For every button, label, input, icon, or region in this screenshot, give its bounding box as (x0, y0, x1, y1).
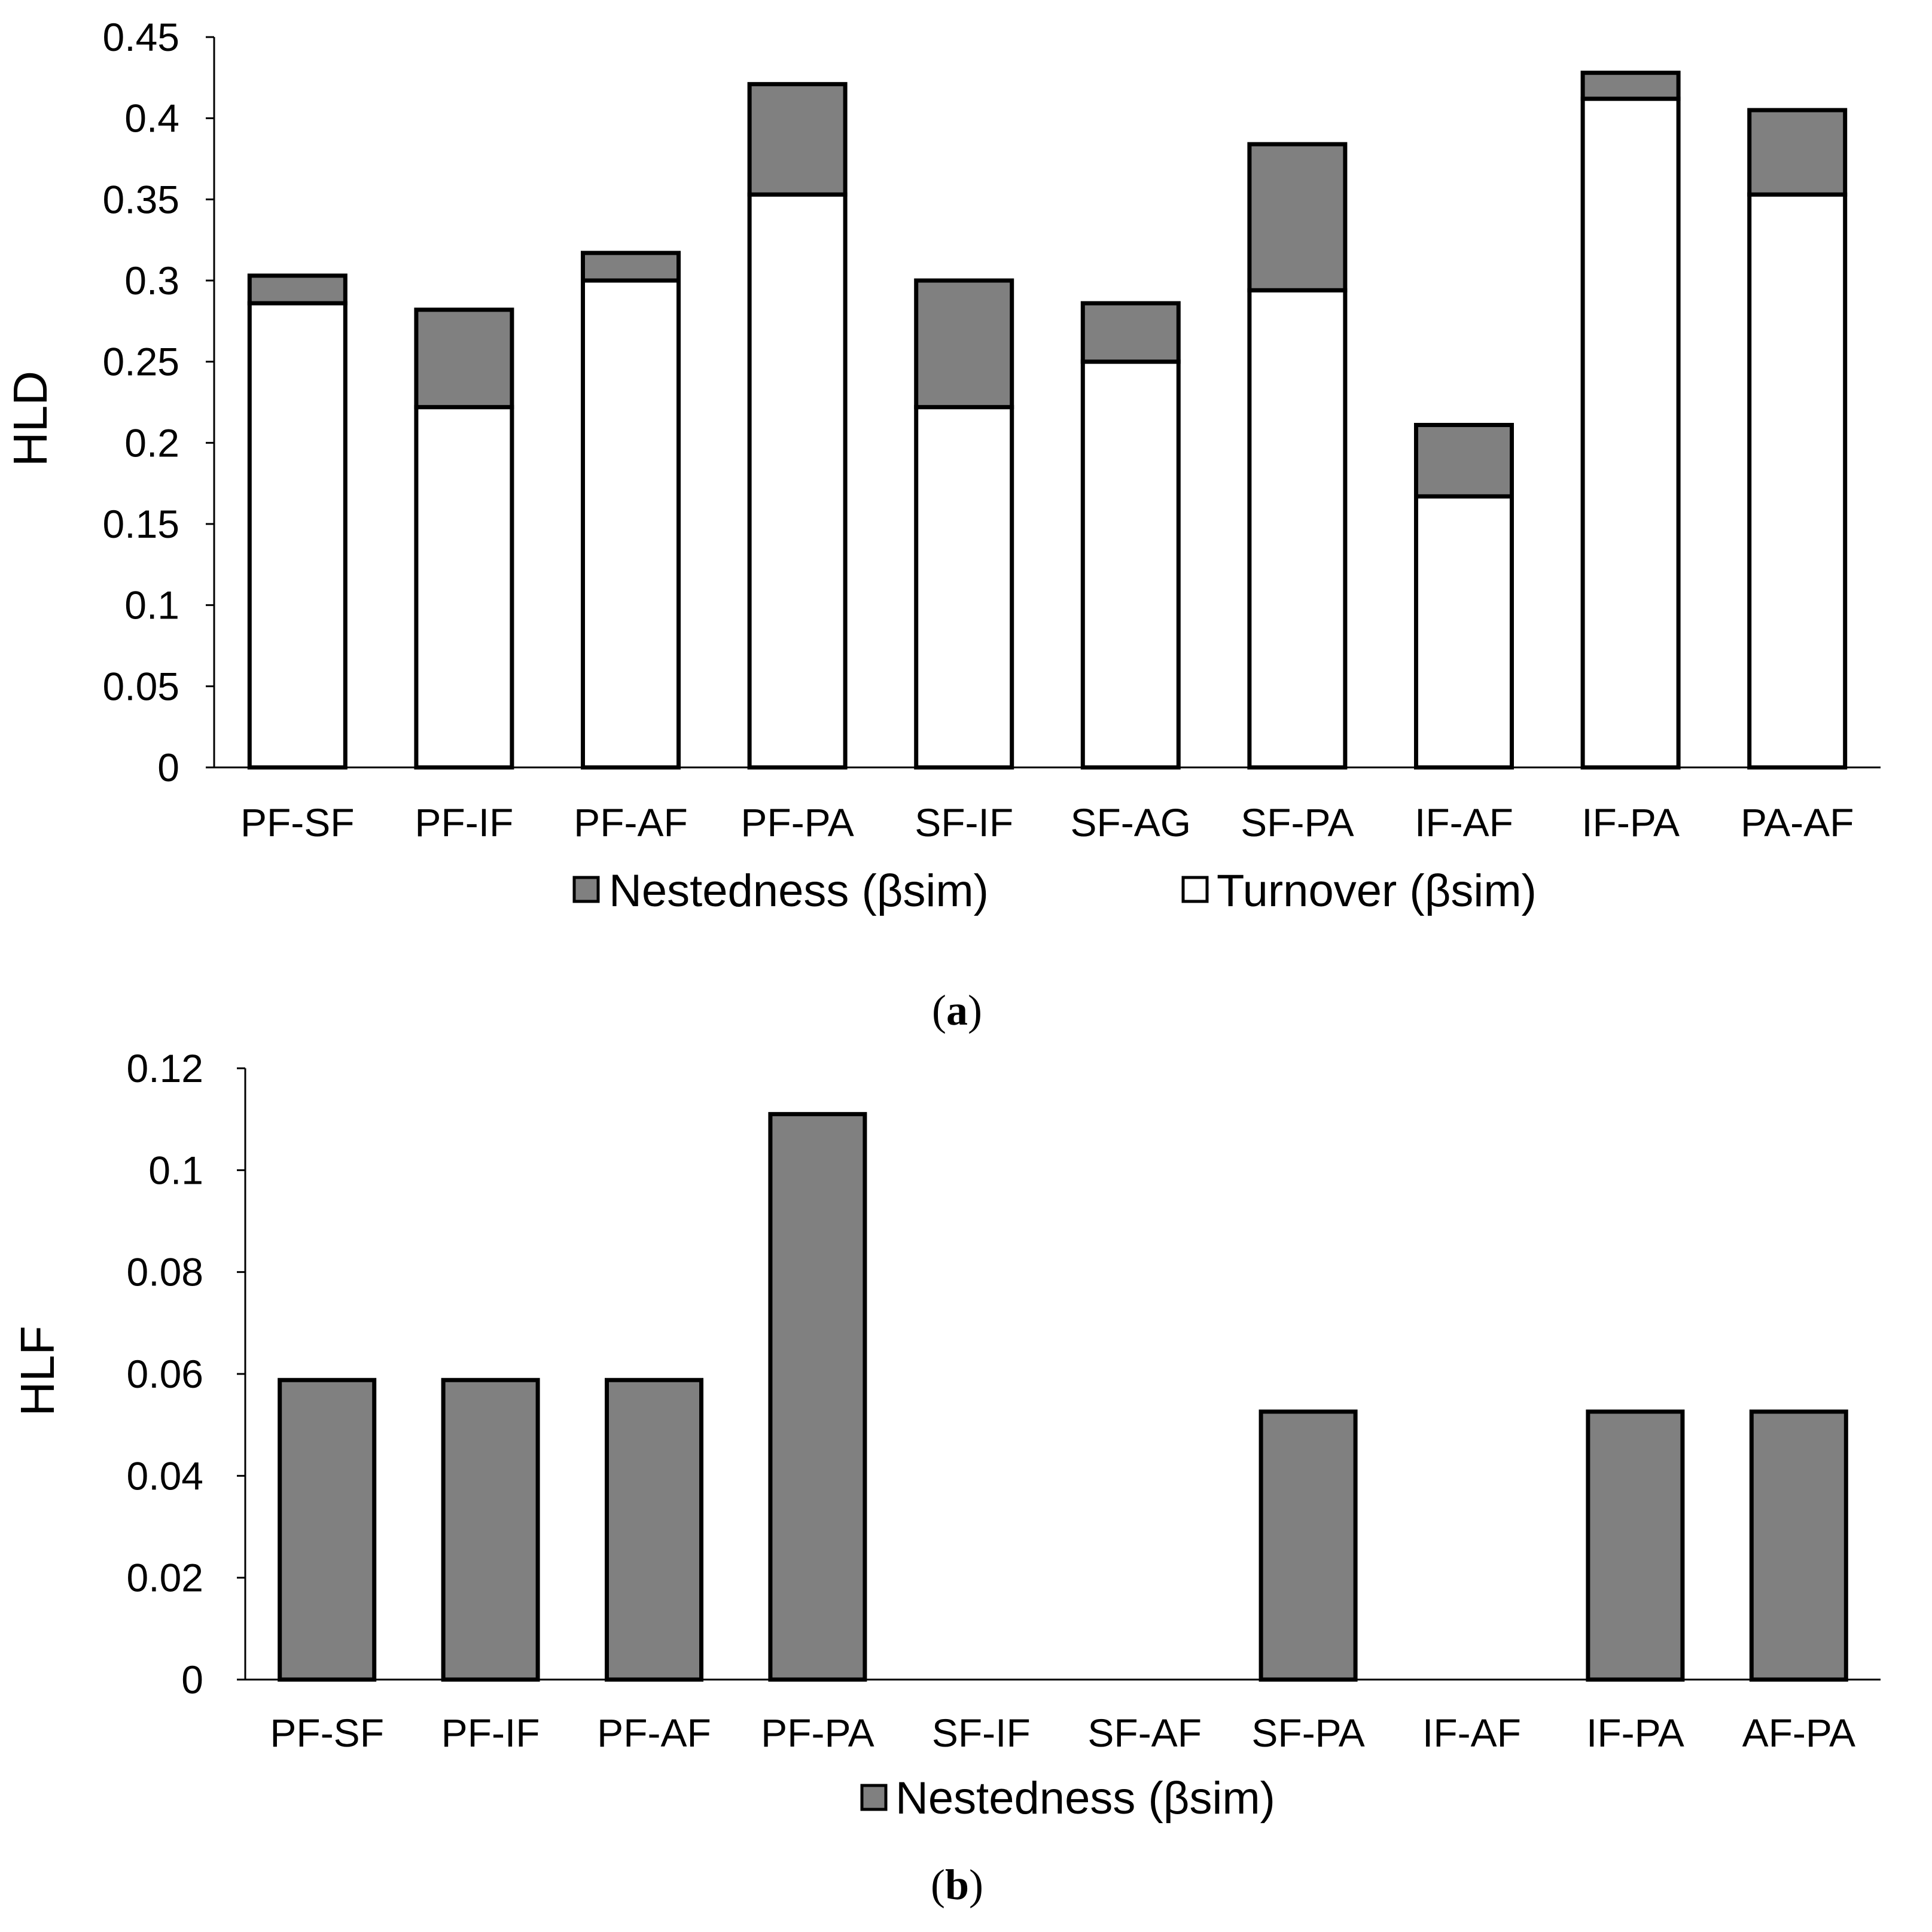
bar-nestedness-if-pa (1586, 1409, 1685, 1682)
panel-a-y-ticks: 0 0.05 0.1 0.15 0.2 0.25 0.3 0.35 0.4 0.45 (103, 15, 214, 790)
bar-turnover-sf-ag (1080, 359, 1181, 770)
x-category-label: PF-PA (741, 800, 854, 845)
x-category-label: PF-PA (761, 1711, 874, 1755)
bar-turnover-pf-af (581, 278, 681, 770)
bar-turnover-sf-pa (1247, 288, 1348, 770)
bar-nestedness-sf-pa (1247, 142, 1348, 292)
x-category-label: SF-PA (1251, 1711, 1364, 1755)
x-category-label: SF-IF (915, 800, 1013, 845)
panel-b-axes (244, 1068, 1881, 1681)
x-category-label: SF-AF (1087, 1711, 1202, 1755)
legend-label-nestedness: Nestedness (βsim) (609, 866, 989, 916)
bar-turnover-if-pa (1580, 96, 1681, 770)
y-tick-label: 0 (181, 1657, 203, 1702)
legend-label-turnover: Turnover (βsim) (1217, 866, 1537, 916)
x-category-label: SF-AG (1070, 800, 1191, 845)
panel-b-bars (278, 1112, 1848, 1682)
x-category-label: PA-AF (1741, 800, 1854, 845)
panel-a-legend: Nestedness (βsim) Turnover (βsim) (572, 866, 1537, 916)
x-category-label: PF-SF (270, 1711, 384, 1755)
x-category-label: AF-PA (1742, 1711, 1855, 1755)
bar-nestedness-sf-if (914, 278, 1014, 410)
y-tick-label: 0.3 (124, 258, 179, 303)
panel-b-category-labels: PF-SF PF-IF PF-AF PF-PA SF-IF SF-AF SF-PA IF-AF… (270, 1711, 1855, 1755)
bar-turnover-sf-if (914, 405, 1014, 770)
x-category-label: SF-IF (932, 1711, 1031, 1755)
bar-nestedness-sf-ag (1080, 301, 1181, 364)
y-tick-label: 0.05 (103, 664, 179, 708)
x-category-label: SF-PA (1241, 800, 1354, 845)
panel-b-chart: 0 0.02 0.04 0.06 0.08 0.1 0.12 PF-SF PF-IF PF-AF… (11, 1046, 1881, 1909)
legend-swatch-nestedness (860, 1784, 888, 1811)
bar-nestedness-if-af (1414, 422, 1514, 499)
bar-nestedness-pa-af (1747, 108, 1848, 197)
bar-nestedness-pf-af (605, 1378, 703, 1682)
x-category-label: PF-IF (415, 800, 513, 845)
bar-nestedness-pf-pa (768, 1112, 867, 1682)
bar-nestedness-af-pa (1749, 1409, 1848, 1682)
legend-swatch-turnover (1181, 876, 1209, 903)
x-category-label: IF-PA (1586, 1711, 1684, 1755)
y-tick-label: 0.4 (124, 96, 179, 141)
y-tick-label: 0.08 (127, 1250, 203, 1294)
panel-b-y-axis-title: HLF (11, 1325, 64, 1416)
y-tick-label: 0.12 (127, 1046, 203, 1090)
bar-nestedness-if-pa (1580, 71, 1681, 101)
legend-swatch-nestedness (572, 876, 600, 903)
y-tick-label: 0.35 (103, 177, 179, 221)
x-category-label: PF-AF (597, 1711, 711, 1755)
bar-nestedness-pf-sf (247, 273, 348, 306)
bar-nestedness-pf-if (414, 307, 514, 410)
x-category-label: IF-PA (1581, 800, 1680, 845)
panel-a-caption: (a) (932, 986, 982, 1034)
panel-b-caption: (b) (931, 1861, 983, 1909)
y-tick-label: 0.1 (124, 583, 179, 627)
panel-b-y-ticks: 0 0.02 0.04 0.06 0.08 0.1 0.12 (127, 1046, 245, 1702)
y-tick-label: 0 (157, 745, 179, 790)
x-category-label: PF-IF (441, 1711, 540, 1755)
bar-nestedness-pf-if (441, 1378, 540, 1682)
bar-nestedness-pf-af (581, 251, 681, 283)
panel-a-chart: 00.050.10.150.20.250.30.350.40.45 PF-SF P… (4, 15, 1881, 1034)
panel-a-axes (213, 37, 1881, 769)
y-tick-label: 0.02 (127, 1556, 203, 1600)
bar-turnover-pf-if (414, 405, 514, 770)
panel-a-category-labels: PF-SF PF-IF PF-AF PF-PA SF-IF SF-AG SF-PA IF-AF… (240, 800, 1854, 845)
bar-turnover-if-af (1414, 494, 1514, 770)
bar-turnover-pf-pa (747, 192, 848, 770)
panel-a-bars (247, 71, 1848, 770)
bar-turnover-pf-sf (247, 301, 348, 770)
y-tick-label: 0.06 (127, 1352, 203, 1396)
panel-a-y-axis-title: HLD (4, 371, 57, 467)
x-category-label: IF-AF (1415, 800, 1513, 845)
y-tick-label: 0.2 (124, 420, 179, 465)
bar-nestedness-sf-pa (1258, 1409, 1358, 1682)
bar-turnover-pa-af (1747, 192, 1848, 770)
legend-label-nestedness: Nestedness (βsim) (895, 1773, 1275, 1824)
x-category-label: PF-SF (240, 800, 355, 845)
bar-nestedness-pf-sf (278, 1378, 377, 1682)
y-tick-label: 0.1 (148, 1148, 203, 1192)
y-tick-label: 0.45 (103, 15, 179, 59)
y-tick-label: 0.25 (103, 340, 179, 384)
x-category-label: IF-AF (1422, 1711, 1521, 1755)
y-tick-label: 0.15 (103, 502, 179, 546)
x-category-label: PF-AF (574, 800, 688, 845)
panel-b-legend: Nestedness (βsim) (860, 1773, 1275, 1824)
bar-nestedness-pf-pa (747, 82, 848, 197)
y-tick-label: 0.04 (127, 1453, 203, 1498)
